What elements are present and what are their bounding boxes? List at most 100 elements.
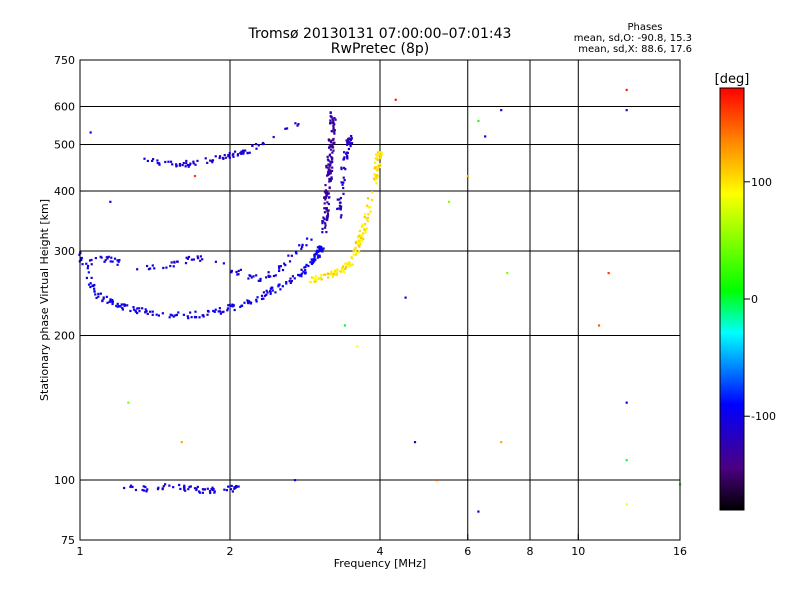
data-point [80,256,83,260]
data-point [328,145,331,148]
data-point [349,142,353,145]
data-point [378,151,381,154]
data-point [237,273,240,276]
data-point [223,153,226,157]
data-point [374,175,378,178]
data-point [195,487,198,490]
data-point [331,166,334,169]
phase-x-stats: mean, sd,X: 88.6, 17.6 [578,44,692,55]
data-point [340,214,343,217]
data-point [211,161,214,164]
data-point [171,314,174,317]
data-point [373,161,377,164]
data-point [261,141,265,145]
data-point [362,237,365,240]
data-point [314,280,318,283]
data-point [210,488,213,491]
data-point [333,130,336,133]
data-point [165,266,168,269]
data-point [123,304,126,307]
data-point [158,163,161,166]
data-point [103,260,106,263]
data-point [311,276,314,279]
data-point [301,243,304,246]
data-point [314,252,317,256]
data-point [293,277,296,280]
y-tick-label: 100 [54,474,75,487]
data-point [313,253,316,256]
data-point [318,254,321,257]
colorbar-tick-label: -100 [751,410,776,423]
data-point [379,151,383,154]
data-point [172,265,175,268]
data-point [361,223,364,226]
data-point [360,225,363,228]
data-point [274,274,277,277]
data-point [259,277,262,281]
data-point [117,260,120,263]
data-point [188,485,191,489]
data-point [361,240,364,243]
data-point [363,223,367,226]
data-point [305,263,308,266]
data-point [89,131,92,134]
data-point [143,489,146,492]
data-point [189,162,192,165]
data-point [134,310,138,313]
data-point [152,158,155,161]
data-point [331,118,334,121]
data-point [321,250,324,253]
data-point [122,303,125,306]
data-point [294,251,298,254]
data-point [343,156,346,159]
data-point [325,207,328,210]
data-point [371,191,374,194]
data-point [284,263,287,267]
data-point [230,484,233,488]
data-point [121,308,125,311]
data-point [237,269,240,273]
data-point [330,176,333,179]
data-point [254,143,258,146]
colorbar-label: [deg] [715,72,750,87]
data-point [435,479,438,482]
data-point [144,308,147,311]
data-point [249,274,252,277]
data-point [326,218,329,221]
data-point [111,301,114,304]
data-point [129,309,132,313]
data-point [329,140,333,144]
data-point [342,186,345,190]
data-point [314,278,317,281]
data-point [141,488,144,492]
data-point [466,174,469,178]
data-point [186,315,189,318]
data-point [339,196,342,200]
data-point [229,488,233,491]
data-point [121,306,124,310]
data-point [332,128,335,131]
data-point [324,198,327,201]
data-point [363,216,366,219]
data-point [346,263,349,266]
data-point [321,231,324,234]
data-point [116,259,119,262]
data-point [325,216,329,219]
data-point [354,249,357,252]
data-point [500,109,503,112]
data-point [272,274,276,278]
data-point [187,488,190,491]
data-point [316,246,319,249]
data-point [161,312,164,315]
data-point [304,272,307,275]
data-point [357,242,360,245]
data-point [330,130,333,133]
data-points [78,88,682,513]
data-point [117,305,121,308]
data-point [278,283,281,286]
data-point [116,305,119,308]
data-point [174,314,177,317]
data-point [330,139,333,142]
data-point [345,152,348,155]
data-point [193,315,197,319]
